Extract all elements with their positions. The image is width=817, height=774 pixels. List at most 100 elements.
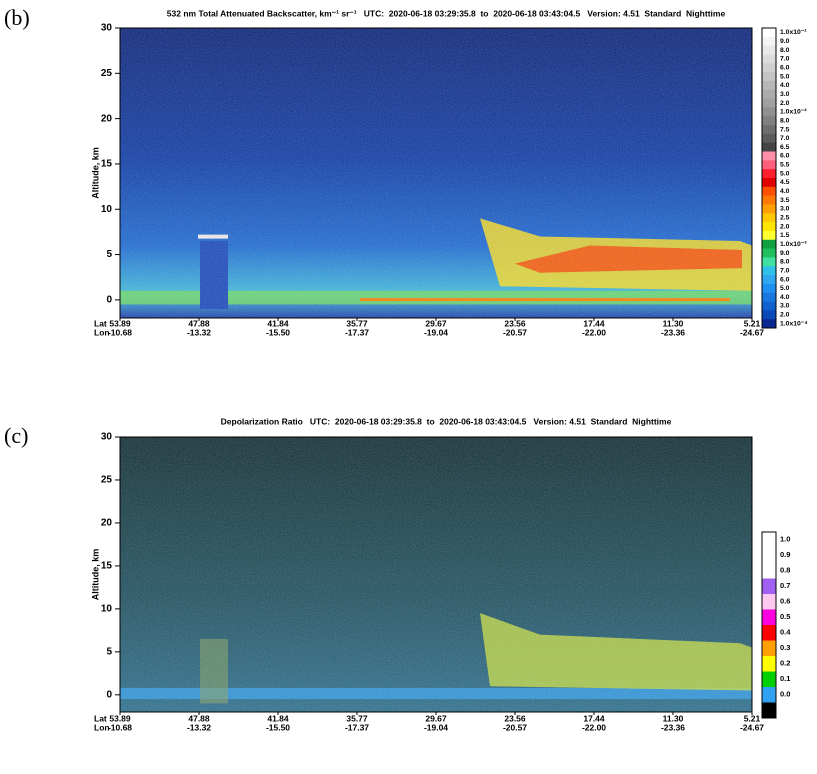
lon-tick-label: -13.32: [187, 327, 211, 337]
colorbar-segment: [762, 151, 776, 161]
colorbar-label: 8.0: [780, 259, 790, 266]
colorbar-label: 1.0x10⁻³: [780, 241, 807, 248]
lat-tick-label: 5.21: [744, 713, 761, 723]
colorbar-segment: [762, 578, 776, 595]
lon-tick-label: -23.36: [661, 327, 685, 337]
colorbar-segment: [762, 72, 776, 82]
colorbar-frame: [761, 531, 777, 719]
lat-label: Lat: [94, 713, 107, 723]
y-tick-label: 25: [101, 68, 113, 79]
lat-tick-label: 41.84: [267, 713, 289, 723]
lat-tick-label: 11.30: [663, 713, 684, 723]
colorbar-label: 1.0x10⁻¹: [780, 29, 807, 36]
y-tick-label: 0: [106, 295, 112, 306]
colorbar-segment: [762, 204, 776, 214]
lat-tick-label: 35.77: [346, 713, 368, 723]
colorbar-segment: [762, 292, 776, 302]
colorbar-segment: [762, 169, 776, 179]
lon-tick-label: -24.67: [740, 327, 764, 337]
curtain-noise: [120, 28, 752, 318]
lon-tick-label: -20.57: [503, 327, 527, 337]
colorbar-segment: [762, 45, 776, 55]
colorbar-label: 6.5: [780, 144, 790, 151]
colorbar-label: 0.8: [780, 566, 790, 575]
colorbar-segment: [762, 98, 776, 108]
colorbar-label: 0.2: [780, 659, 790, 668]
y-axis-label: Altitude, km: [90, 147, 100, 199]
lat-tick-label: 23.56: [504, 318, 526, 328]
y-tick-label: 15: [101, 159, 113, 170]
colorbar-label: 2.0: [780, 100, 790, 107]
colorbar-segment: [762, 547, 776, 564]
colorbar-label: 4.0: [780, 188, 790, 195]
colorbar-label: 4.0: [780, 82, 790, 89]
colorbar-segment: [762, 702, 776, 718]
colorbar-segment: [762, 656, 776, 672]
colorbar-segment: [762, 28, 776, 38]
y-axis-label: Altitude, km: [90, 549, 100, 601]
colorbar-label: 3.0: [780, 91, 790, 98]
colorbar-segment: [762, 640, 776, 657]
colorbar-label: 0.9: [780, 550, 790, 559]
y-tick-label: 5: [106, 249, 112, 260]
colorbar-label: 9.0: [780, 250, 790, 257]
lon-tick-label: -22.00: [582, 722, 606, 732]
lat-tick-label: 41.84: [267, 318, 289, 328]
lat-label: Lat: [94, 318, 107, 328]
colorbar-segment: [762, 195, 776, 205]
colorbar-label: 1.0x10⁻²: [780, 109, 807, 116]
lon-tick-label: -17.37: [345, 327, 369, 337]
lat-tick-label: 17.44: [583, 713, 605, 723]
colorbar-segment: [762, 609, 776, 626]
colorbar-segment: [762, 160, 776, 170]
lon-tick-label: -24.67: [740, 722, 764, 732]
colorbar-label: 9.0: [780, 38, 790, 45]
lat-tick-label: 47.88: [188, 318, 210, 328]
plot-title: Depolarization Ratio UTC: 2020-06-18 03:…: [221, 416, 672, 426]
lat-tick-label: 35.77: [346, 318, 368, 328]
colorbar-label: 0.4: [780, 628, 791, 637]
lon-tick-label: -15.50: [266, 722, 290, 732]
y-tick-label: 20: [101, 518, 113, 529]
colorbar-label: 0.5: [780, 612, 790, 621]
colorbar-segment: [762, 142, 776, 152]
colorbar-segment: [762, 213, 776, 223]
colorbar-frame: [761, 27, 777, 329]
colorbar-segment: [762, 301, 776, 311]
colorbar-segment: [762, 625, 776, 641]
colorbar-segment: [762, 687, 776, 703]
colorbar-label: 4.5: [780, 179, 790, 186]
colorbar-segment: [762, 186, 776, 196]
lat-tick-label: 23.56: [504, 713, 526, 723]
colorbar-segment: [762, 230, 776, 241]
colorbar-label: 5.0: [780, 285, 790, 292]
y-tick-label: 30: [101, 432, 113, 443]
colorbar-segment: [762, 671, 776, 688]
lon-tick-label: -10.68: [108, 327, 132, 337]
colorbar-label: 7.0: [780, 56, 790, 63]
lon-tick-label: -19.04: [424, 327, 448, 337]
colorbar-segment: [762, 266, 776, 276]
colorbar-label: 2.5: [780, 215, 790, 222]
plot-title: 532 nm Total Attenuated Backscatter, km⁻…: [167, 8, 726, 18]
colorbar-segment: [762, 222, 776, 232]
lon-tick-label: -15.50: [266, 327, 290, 337]
colorbar-segment: [762, 257, 776, 267]
colorbar-segment: [762, 594, 776, 610]
lon-tick-label: -23.36: [661, 722, 685, 732]
colorbar-label: 8.0: [780, 117, 790, 124]
lat-tick-label: 47.88: [188, 713, 210, 723]
colorbar-segment: [762, 563, 776, 579]
colorbar-segment: [762, 116, 776, 126]
colorbar-segment: [762, 275, 776, 285]
colorbar-label: 0.1: [780, 674, 790, 683]
colorbar-segment: [762, 89, 776, 99]
colorbar-label: 2.0: [780, 223, 790, 230]
y-tick-label: 10: [101, 204, 113, 215]
colorbar-label: 6.0: [780, 65, 790, 72]
colorbar-segment: [762, 125, 776, 135]
lon-tick-label: -19.04: [424, 722, 448, 732]
colorbar-segment: [762, 36, 776, 46]
colorbar-label: 0.0: [780, 690, 790, 699]
